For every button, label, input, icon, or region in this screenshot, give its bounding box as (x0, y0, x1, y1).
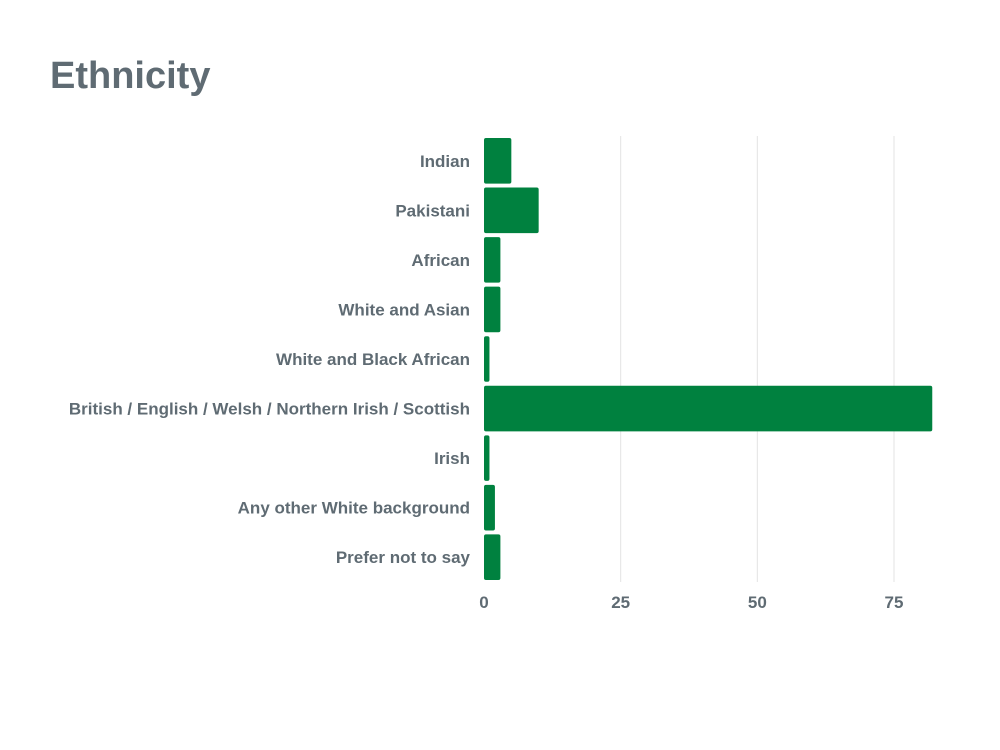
bar (484, 286, 501, 333)
bar (484, 385, 933, 432)
bar (484, 237, 501, 283)
bar (484, 484, 495, 531)
category-label: Prefer not to say (336, 548, 471, 567)
bar (484, 435, 490, 481)
category-labels: Indian Pakistani African White and Asian Whi… (69, 152, 471, 567)
chart-title: Ethnicity (50, 55, 211, 97)
bar (484, 187, 539, 234)
x-tick-label: 0 (479, 593, 488, 612)
x-tick-label: 25 (611, 593, 630, 612)
category-label: Pakistani (395, 201, 470, 220)
category-label: Any other White background (238, 499, 470, 518)
x-axis-ticks: 0 25 50 75 (479, 593, 903, 612)
gridlines (620, 136, 895, 582)
category-label: Irish (434, 449, 470, 468)
x-tick-label: 50 (748, 593, 767, 612)
bar (484, 336, 490, 382)
x-tick-label: 75 (885, 593, 904, 612)
category-label: African (411, 251, 470, 270)
bars (484, 137, 933, 581)
category-label: White and Black African (276, 350, 470, 369)
bar (484, 137, 512, 184)
category-label: White and Asian (338, 300, 470, 319)
bar (484, 534, 501, 581)
category-label: British / English / Welsh / Northern Iri… (69, 400, 470, 419)
category-label: Indian (420, 152, 470, 171)
